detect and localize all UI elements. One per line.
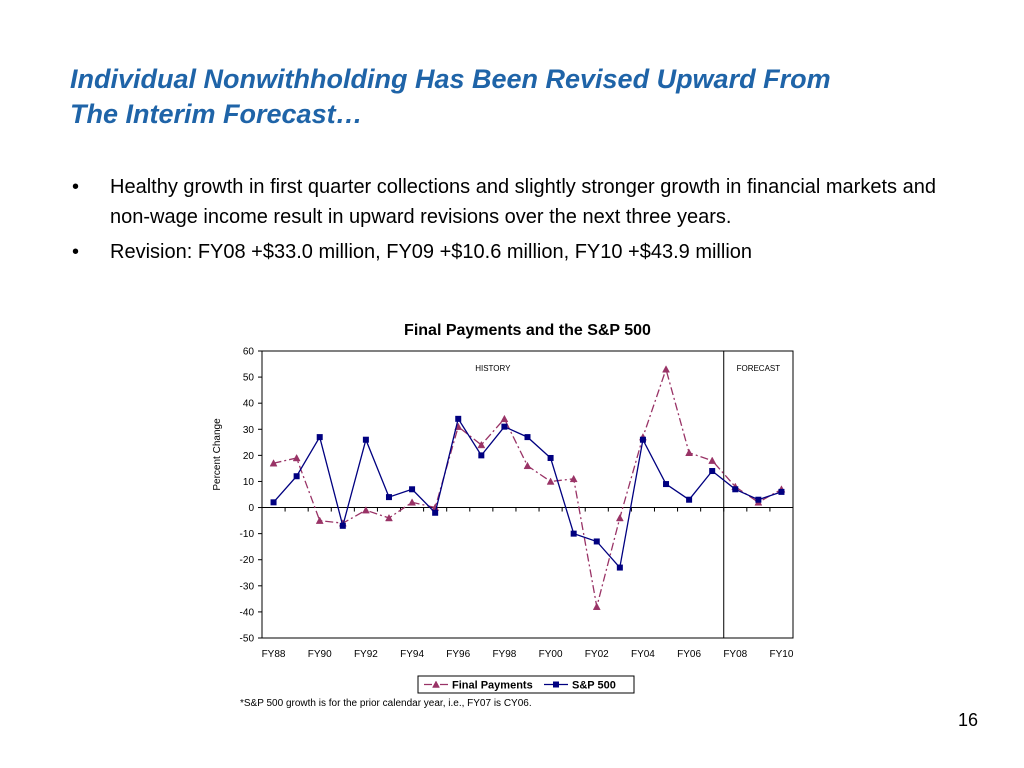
x-tick-label: FY02 bbox=[585, 649, 609, 660]
y-tick-label: -50 bbox=[240, 634, 255, 645]
sp500-point bbox=[616, 564, 623, 571]
final-payments-point bbox=[615, 513, 624, 522]
y-tick-label: 50 bbox=[243, 373, 255, 384]
x-tick-label: FY94 bbox=[400, 649, 424, 660]
y-tick-label: 0 bbox=[248, 503, 254, 514]
sp500-point bbox=[432, 509, 439, 516]
slide-title-line-1: Individual Nonwithholding Has Been Revis… bbox=[70, 64, 831, 94]
y-tick-label: 60 bbox=[243, 347, 255, 358]
x-tick-label: FY92 bbox=[354, 649, 378, 660]
chart-title: Final Payments and the S&P 500 bbox=[404, 322, 651, 339]
history-region-label: HISTORY bbox=[475, 364, 511, 373]
final-payments-point bbox=[292, 453, 301, 462]
slide-title-line-2: The Interim Forecast… bbox=[70, 99, 363, 129]
x-tick-label: FY96 bbox=[446, 649, 470, 660]
bullet-text: Healthy growth in first quarter collecti… bbox=[110, 176, 936, 228]
x-tick-label: FY98 bbox=[492, 649, 516, 660]
sp500-point bbox=[732, 486, 739, 493]
final-payments-point bbox=[685, 448, 694, 457]
slide-title: Individual Nonwithholding Has Been Revis… bbox=[70, 62, 970, 132]
bullet-item: • Revision: FY08 +$33.0 million, FY09 +$… bbox=[72, 237, 942, 267]
final-payments-legend-label: Final Payments bbox=[452, 680, 533, 692]
final-payments-point bbox=[361, 506, 370, 514]
final-payments-point bbox=[269, 459, 278, 467]
x-tick-label: FY90 bbox=[308, 649, 332, 660]
y-tick-label: 30 bbox=[243, 425, 255, 436]
final-payments-point bbox=[500, 414, 509, 423]
sp500-point bbox=[547, 454, 554, 461]
final-payments-point bbox=[662, 365, 670, 373]
final-payments-point bbox=[408, 498, 416, 506]
sp500-point bbox=[409, 486, 416, 493]
final-payments-point bbox=[385, 513, 393, 522]
bullet-item: • Healthy growth in first quarter collec… bbox=[72, 172, 942, 232]
chart-svg: Final Payments and the S&P 500 60 50 40 30 20… bbox=[212, 322, 794, 694]
plot-area bbox=[261, 350, 794, 639]
sp500-point bbox=[316, 434, 323, 441]
final-payments-point bbox=[523, 461, 532, 470]
y-tick-label: -20 bbox=[240, 555, 255, 566]
final-payments-point bbox=[477, 440, 486, 449]
sp500-point bbox=[293, 473, 300, 480]
y-axis-label: Percent Change bbox=[212, 418, 223, 491]
sp500-point bbox=[385, 494, 392, 501]
line-chart: Final Payments and the S&P 500 60 50 40 30 20… bbox=[200, 312, 820, 722]
x-tick-label: FY88 bbox=[262, 649, 286, 660]
sp500-point bbox=[686, 496, 693, 503]
y-tick-label: 40 bbox=[243, 399, 255, 410]
x-tick-label: FY04 bbox=[631, 649, 655, 660]
sp500-point bbox=[339, 522, 346, 529]
bullet-marker: • bbox=[72, 176, 80, 198]
final-payments-point bbox=[569, 474, 578, 483]
bullet-text: Revision: FY08 +$33.0 million, FY09 +$10… bbox=[110, 241, 753, 263]
x-tick-label: FY00 bbox=[539, 649, 563, 660]
sp500-series-line bbox=[273, 417, 782, 570]
y-tick-label: -40 bbox=[240, 607, 255, 618]
bullet-marker: • bbox=[72, 241, 80, 263]
sp500-point bbox=[663, 481, 670, 488]
sp500-point bbox=[524, 434, 531, 441]
sp500-point bbox=[362, 436, 369, 443]
forecast-region-label: FORECAST bbox=[737, 364, 781, 373]
final-payments-point bbox=[546, 477, 555, 485]
y-tick-label: -10 bbox=[240, 529, 255, 540]
sp500-point bbox=[778, 488, 785, 495]
sp500-point bbox=[639, 436, 646, 443]
sp500-point bbox=[455, 415, 462, 422]
final-payments-point bbox=[592, 602, 601, 610]
sp500-point bbox=[593, 538, 600, 545]
final-payments-legend-marker bbox=[432, 680, 440, 688]
sp500-legend-label: S&P 500 bbox=[572, 680, 616, 692]
x-tick-label: FY10 bbox=[770, 649, 794, 660]
final-payments-series-line bbox=[273, 367, 782, 607]
sp500-point bbox=[270, 499, 277, 506]
footnote: *S&P 500 growth is for the prior calenda… bbox=[240, 698, 532, 709]
bullet-list: • Healthy growth in first quarter collec… bbox=[72, 172, 942, 272]
sp500-point bbox=[570, 530, 577, 537]
final-payments-point bbox=[708, 456, 717, 464]
y-tick-label: 10 bbox=[243, 477, 255, 488]
sp500-legend-marker bbox=[553, 681, 559, 688]
sp500-point bbox=[755, 496, 762, 503]
y-tick-label: 20 bbox=[243, 451, 255, 462]
x-tick-label: FY06 bbox=[677, 649, 701, 660]
final-payments-point bbox=[315, 516, 324, 524]
legend-box bbox=[417, 675, 635, 694]
y-tick-label: -30 bbox=[240, 581, 255, 592]
x-tick-label: FY08 bbox=[723, 649, 747, 660]
sp500-point bbox=[501, 423, 508, 430]
sp500-point bbox=[478, 452, 485, 459]
sp500-point bbox=[709, 468, 716, 475]
page-number: 16 bbox=[957, 710, 978, 730]
